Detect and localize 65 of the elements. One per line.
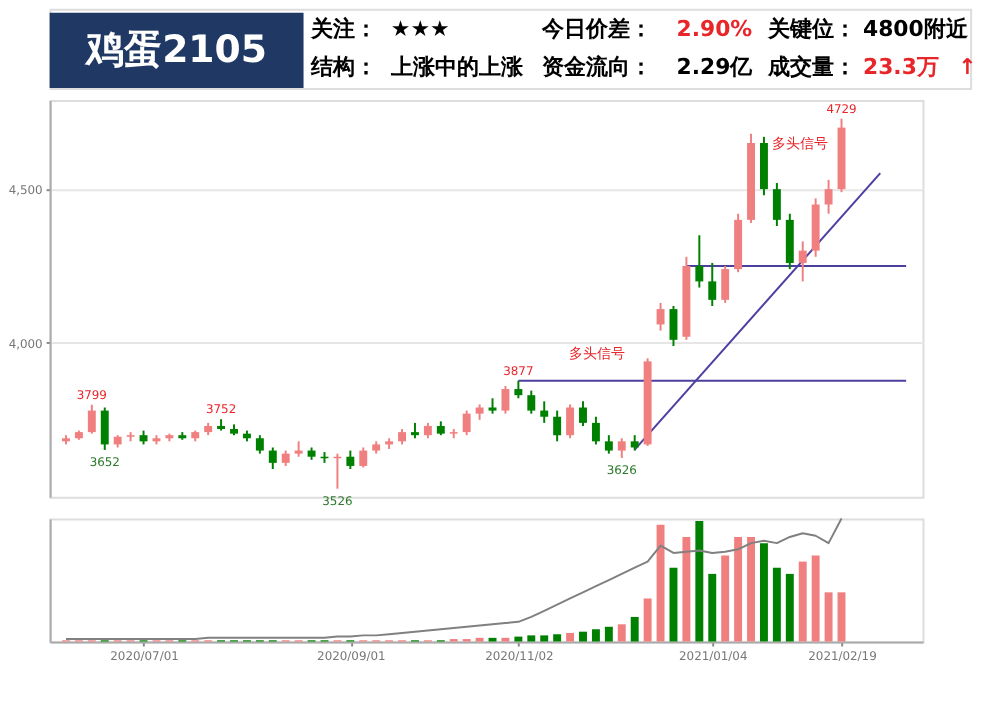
text: 2.29亿 <box>676 54 755 81</box>
bar <box>643 598 652 642</box>
bar <box>747 536 755 642</box>
bar <box>553 634 562 642</box>
candlestick <box>579 400 587 427</box>
candlestick <box>255 434 264 455</box>
bar <box>579 631 587 642</box>
bar <box>514 636 523 642</box>
candlestick <box>695 234 704 289</box>
text: 2.90% <box>676 16 753 43</box>
chart-title: 鸡蛋2105 <box>84 30 267 73</box>
candlestick <box>759 135 768 197</box>
candlestick <box>772 181 781 228</box>
candlestick <box>359 446 368 469</box>
candlestick <box>268 446 277 471</box>
bar <box>527 635 536 642</box>
candlestick <box>87 403 96 435</box>
text: 23.3万 <box>863 54 939 81</box>
bar <box>734 536 743 642</box>
candlestick <box>604 434 613 455</box>
candlestick <box>462 409 471 437</box>
candlestick <box>798 240 807 283</box>
text: 关注： <box>309 16 378 43</box>
candlestick <box>566 403 575 440</box>
candlestick <box>527 389 536 415</box>
text: ↑ <box>958 54 977 81</box>
candlestick <box>785 212 794 271</box>
candlestick <box>656 301 665 332</box>
text: 资金流向： <box>541 54 652 81</box>
candlestick <box>811 197 820 258</box>
bar <box>837 592 846 642</box>
bar <box>682 536 691 642</box>
candlestick <box>591 415 600 446</box>
bar <box>656 524 665 642</box>
candlestick <box>721 265 730 304</box>
candlestick <box>553 409 562 443</box>
text: 上涨中的上涨 <box>388 54 525 81</box>
bar <box>617 624 626 642</box>
candlestick <box>100 406 109 451</box>
candlestick <box>617 437 626 459</box>
bar <box>540 635 549 642</box>
candlestick <box>540 400 549 424</box>
bar <box>759 543 768 642</box>
text: 4800附近 <box>863 16 970 43</box>
bar <box>811 555 820 642</box>
bar <box>695 520 704 642</box>
text: ★★★ <box>390 16 450 43</box>
bar <box>604 626 613 642</box>
bar <box>772 567 781 642</box>
bar <box>785 573 794 642</box>
candlestick <box>824 178 833 215</box>
text: 结构： <box>309 54 378 81</box>
candlestick <box>346 449 355 471</box>
bar <box>798 561 807 642</box>
bar <box>824 592 833 642</box>
text: 今日价差： <box>539 16 652 43</box>
bar <box>708 573 717 642</box>
bar <box>591 629 600 642</box>
bar <box>566 632 575 642</box>
text: 关键位： <box>765 16 856 43</box>
candlestick <box>708 261 717 307</box>
bar <box>721 555 730 642</box>
text: 成交量： <box>765 54 856 81</box>
bar <box>630 616 639 642</box>
candlestick <box>501 384 510 415</box>
